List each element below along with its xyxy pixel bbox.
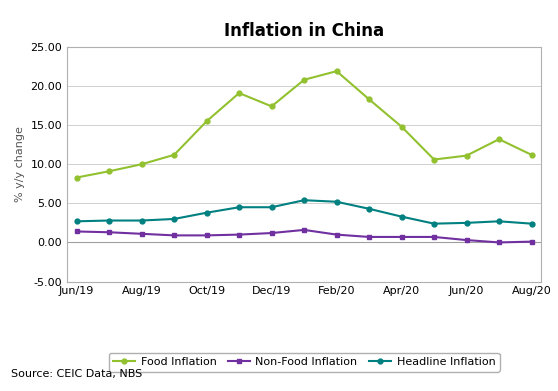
Headline Inflation <box>138 218 145 223</box>
Non-Food Inflation <box>203 233 210 238</box>
Non-Food Inflation <box>138 231 145 236</box>
Headline Inflation <box>333 199 340 204</box>
Non-Food Inflation <box>268 231 275 235</box>
Headline Inflation <box>203 210 210 215</box>
Non-Food Inflation <box>496 240 502 245</box>
Food Inflation <box>106 169 113 174</box>
Food Inflation <box>171 152 177 157</box>
Headline Inflation <box>463 221 470 225</box>
Headline Inflation <box>431 221 437 226</box>
Food Inflation <box>365 97 372 102</box>
Non-Food Inflation <box>463 238 470 242</box>
Headline Inflation <box>106 218 113 223</box>
Non-Food Inflation <box>528 239 535 244</box>
Headline Inflation <box>528 221 535 226</box>
Non-Food Inflation <box>431 235 437 239</box>
Non-Food Inflation <box>365 235 372 239</box>
Food Inflation <box>496 137 502 142</box>
Food Inflation <box>236 91 243 95</box>
Headline Inflation <box>398 214 405 219</box>
Headline Inflation <box>268 205 275 210</box>
Title: Inflation in China: Inflation in China <box>224 22 384 40</box>
Food Inflation <box>138 162 145 167</box>
Non-Food Inflation <box>106 230 113 235</box>
Food Inflation <box>268 104 275 109</box>
Non-Food Inflation <box>398 235 405 239</box>
Non-Food Inflation <box>73 229 80 234</box>
Non-Food Inflation <box>171 233 177 238</box>
Headline Inflation <box>365 206 372 211</box>
Food Inflation <box>73 175 80 180</box>
Line: Headline Inflation: Headline Inflation <box>74 198 534 226</box>
Non-Food Inflation <box>236 232 243 237</box>
Line: Food Inflation: Food Inflation <box>74 69 534 180</box>
Food Inflation <box>463 153 470 158</box>
Headline Inflation <box>496 219 502 224</box>
Headline Inflation <box>73 219 80 224</box>
Non-Food Inflation <box>301 228 307 232</box>
Food Inflation <box>203 119 210 124</box>
Text: Source: CEIC Data, NBS: Source: CEIC Data, NBS <box>11 369 142 379</box>
Headline Inflation <box>301 198 307 203</box>
Headline Inflation <box>236 205 243 210</box>
Legend: Food Inflation, Non-Food Inflation, Headline Inflation: Food Inflation, Non-Food Inflation, Head… <box>108 353 500 372</box>
Food Inflation <box>528 152 535 157</box>
Headline Inflation <box>171 217 177 221</box>
Food Inflation <box>333 69 340 74</box>
Y-axis label: % y/y change: % y/y change <box>15 126 25 202</box>
Food Inflation <box>431 157 437 162</box>
Non-Food Inflation <box>333 232 340 237</box>
Food Inflation <box>398 124 405 129</box>
Line: Non-Food Inflation: Non-Food Inflation <box>74 228 534 245</box>
Food Inflation <box>301 77 307 82</box>
